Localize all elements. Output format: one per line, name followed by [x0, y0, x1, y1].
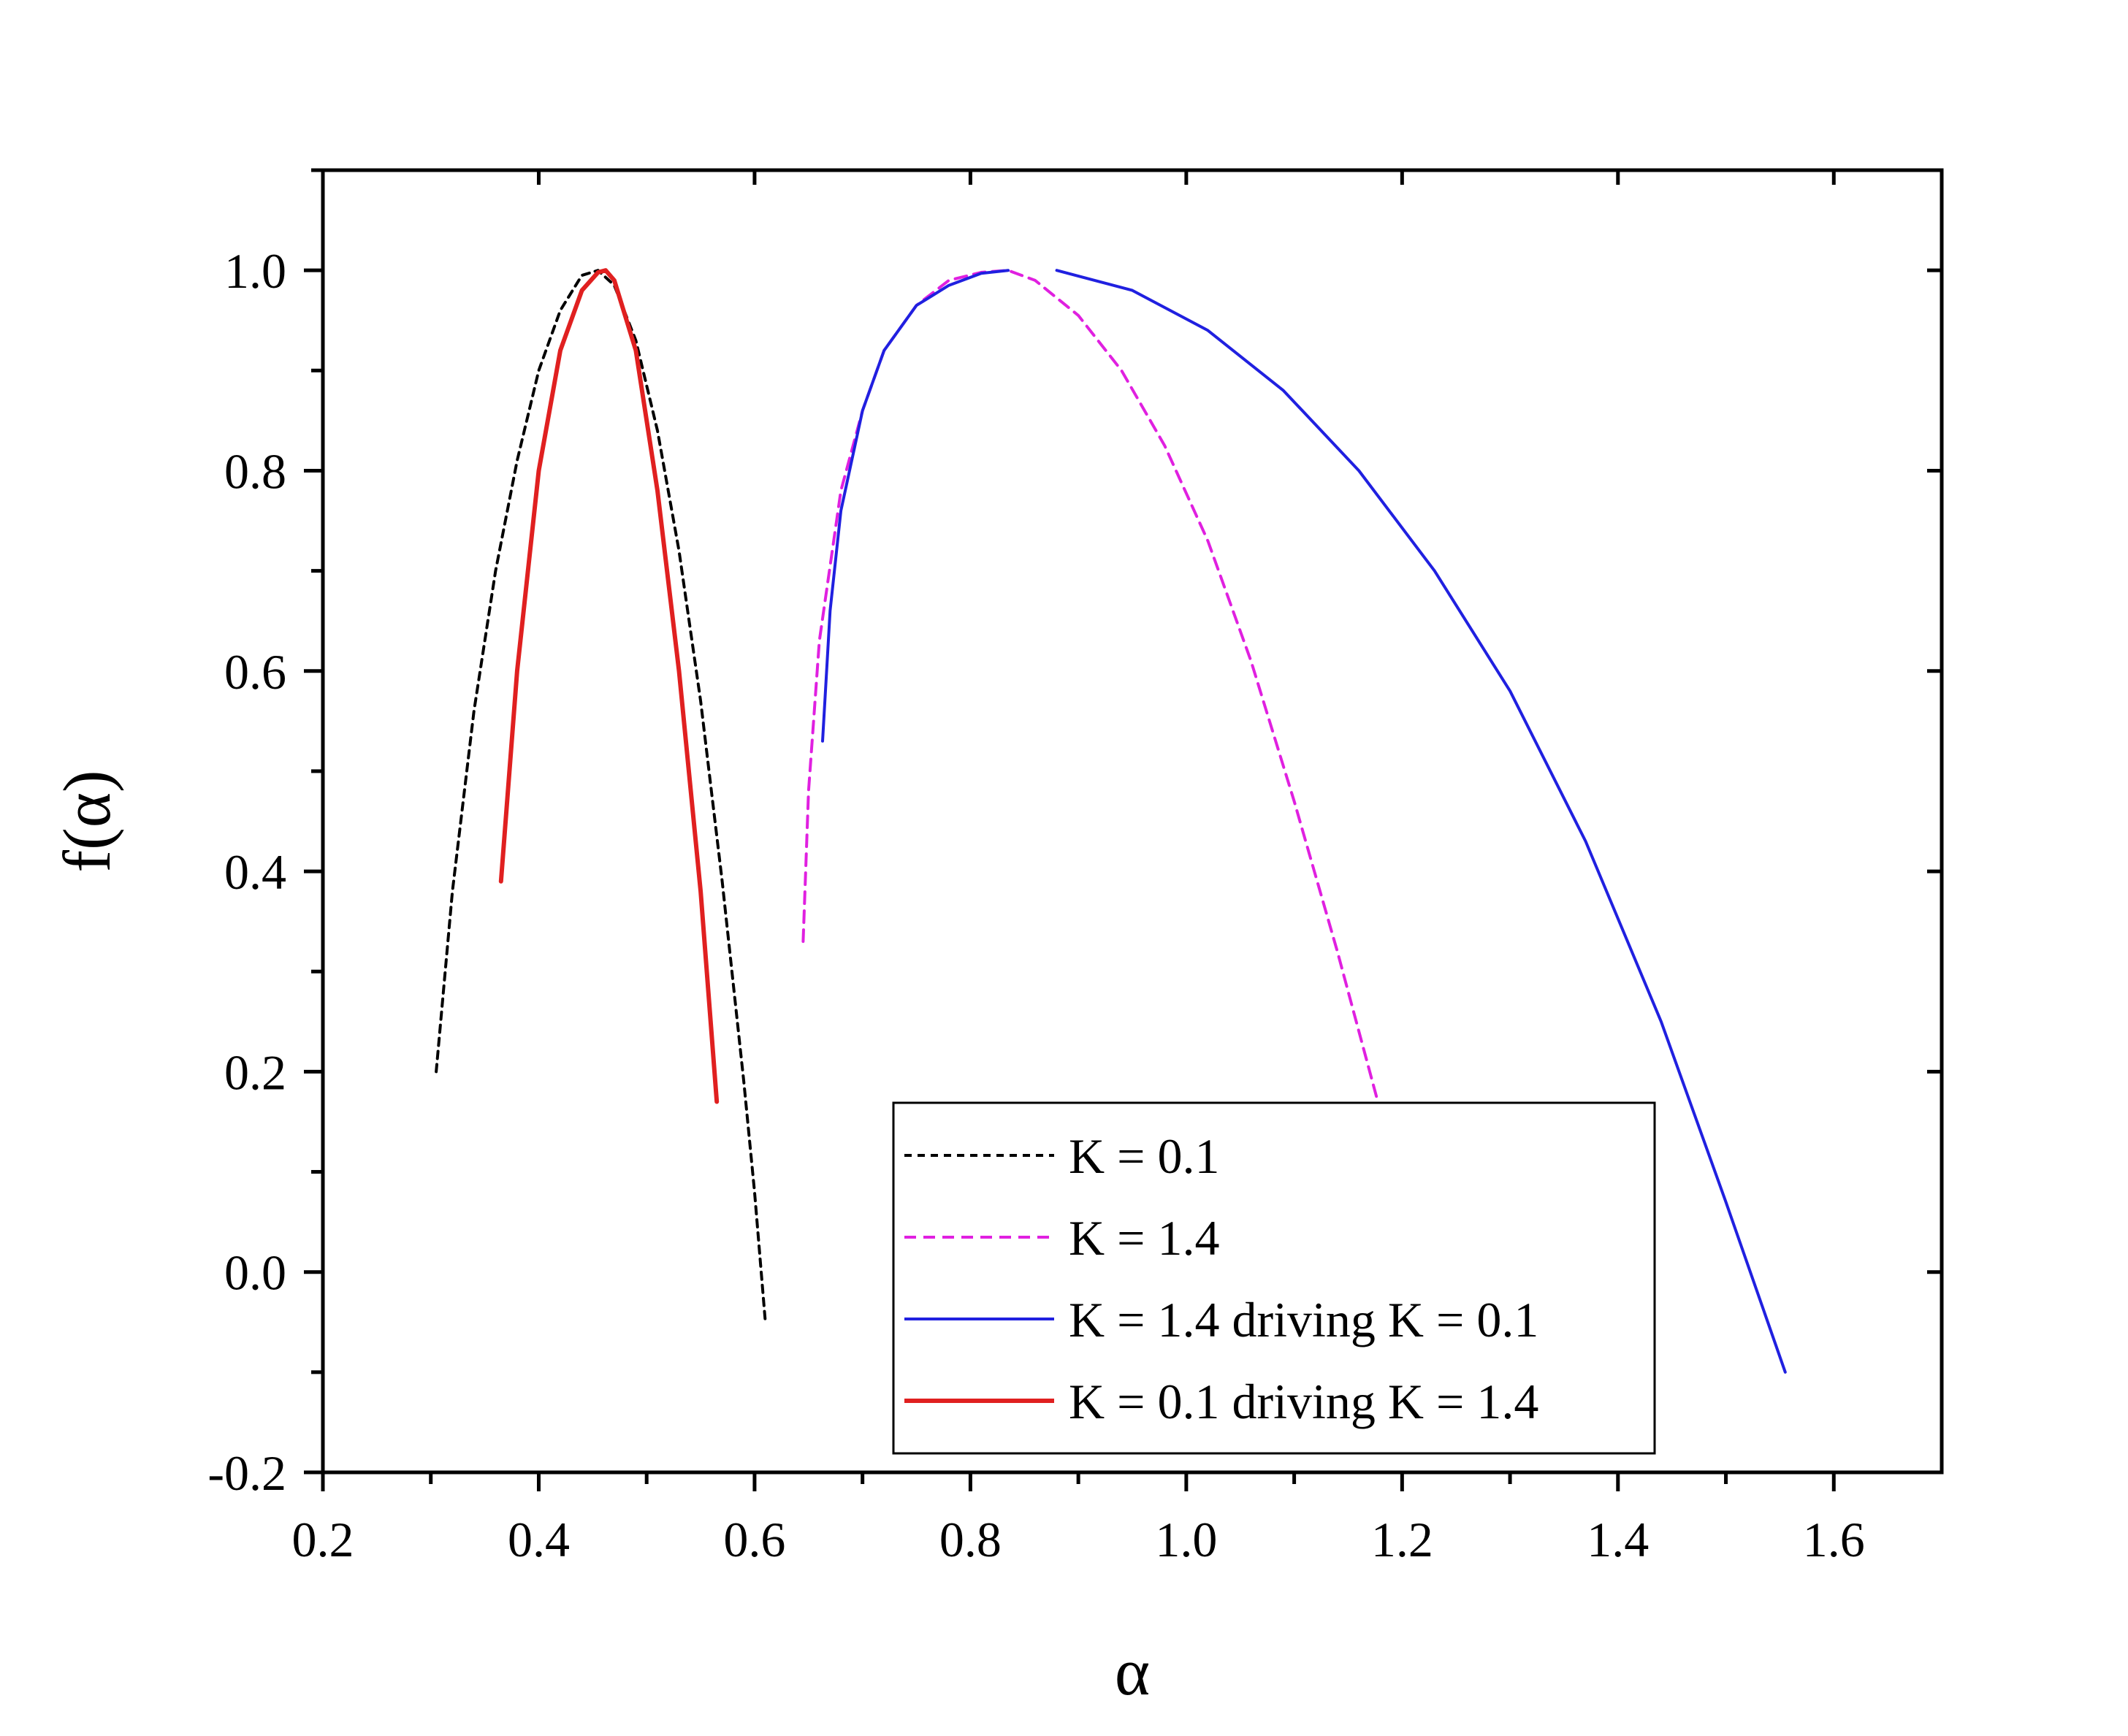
y-tick-label: 0.8 [224, 443, 286, 499]
y-tick-label: 0.2 [224, 1044, 286, 1100]
plot-frame [321, 168, 1944, 1475]
legend-label: K = 1.4 driving K = 0.1 [1069, 1292, 1538, 1347]
axis-ticks: 0.2 0.4 0.6 0.8 1.0 1.2 1.4 1.6 -0.2 0.0 0.2 0.4 0.6… [207, 168, 1942, 1567]
legend-box [892, 1101, 1656, 1455]
series-line-2 [821, 269, 1010, 743]
x-tick-label: 0.8 [939, 1512, 1002, 1567]
plot-series [435, 268, 1787, 1374]
y-tick-label: 0.0 [224, 1245, 286, 1301]
y-tick-label: 0.4 [224, 844, 286, 900]
legend-label: K = 0.1 driving K = 1.4 [1069, 1374, 1538, 1429]
y-axis-title: f(α) [50, 770, 124, 872]
series-line-2 [1055, 269, 1787, 1374]
x-tick-label: 1.4 [1587, 1512, 1649, 1567]
x-tick-label: 1.0 [1155, 1512, 1217, 1567]
x-tick-label: 0.2 [292, 1512, 354, 1567]
x-axis-title: α [1115, 1634, 1150, 1709]
legend-label: K = 0.1 [1069, 1128, 1219, 1184]
legend: K = 0.1 K = 1.4 K = 1.4 driving K = 0.1 K =… [892, 1101, 1656, 1455]
x-tick-label: 1.2 [1371, 1512, 1433, 1567]
series-line-0 [435, 269, 767, 1324]
y-tick-label: -0.2 [207, 1445, 286, 1501]
legend-label: K = 1.4 [1069, 1210, 1219, 1266]
x-tick-label: 0.6 [723, 1512, 785, 1567]
series-line-3 [498, 268, 720, 1104]
y-tick-label: 1.0 [224, 243, 286, 299]
y-tick-label: 0.6 [224, 644, 286, 700]
x-tick-label: 0.4 [508, 1512, 570, 1567]
x-tick-label: 1.6 [1803, 1512, 1865, 1567]
